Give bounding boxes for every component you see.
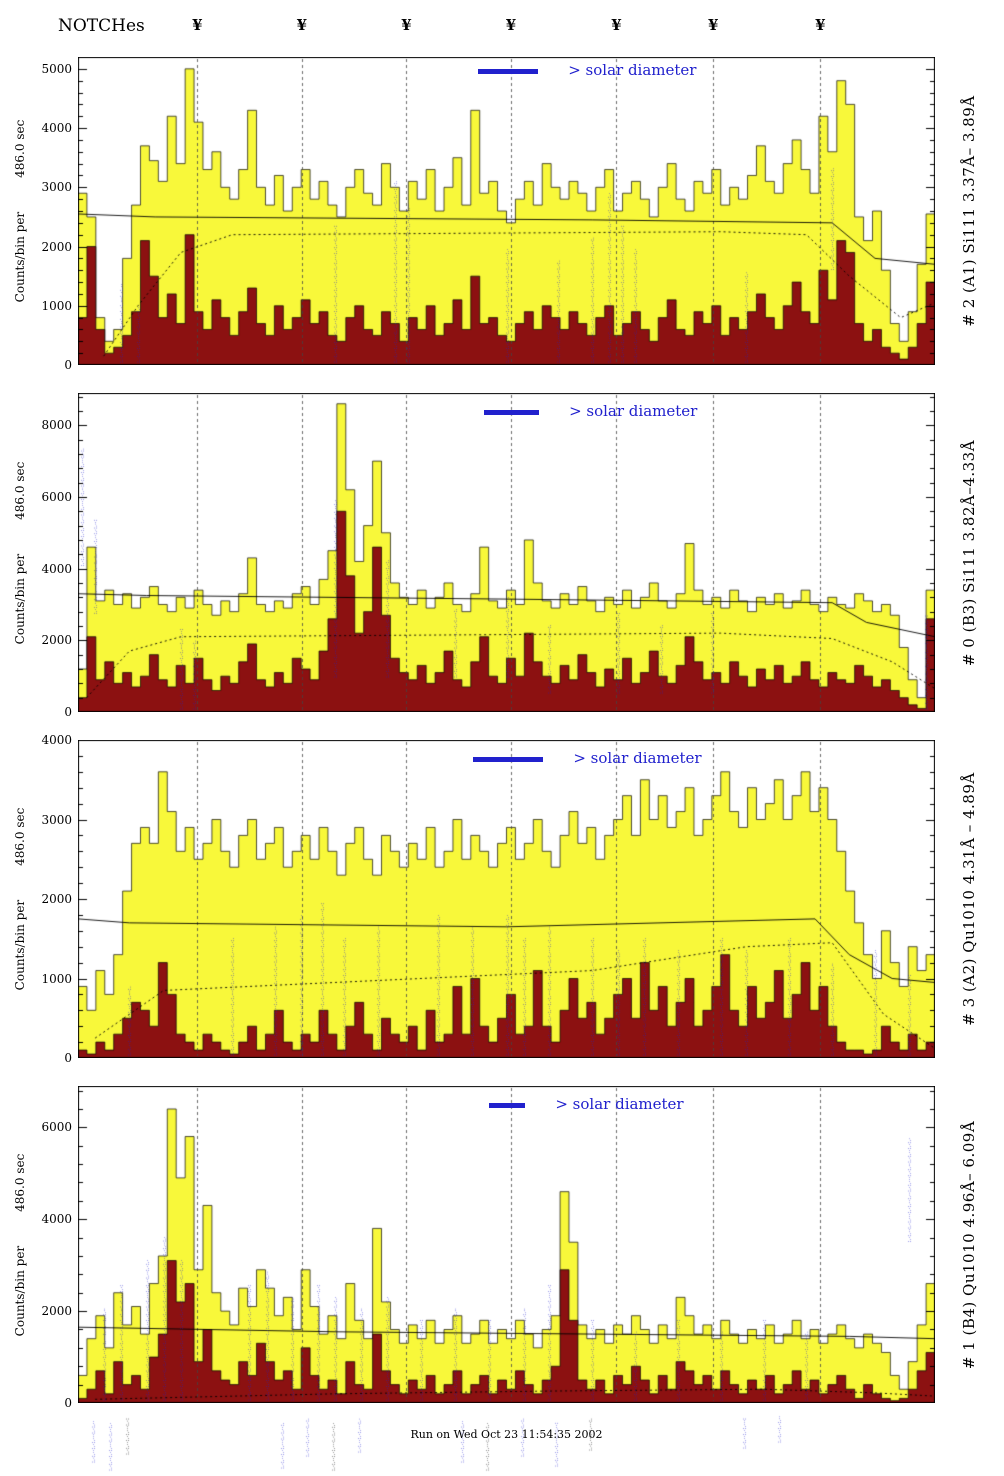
y-tick-label: 4000 — [41, 733, 72, 747]
notch-symbol: ¥ — [296, 16, 308, 34]
panel-right-label: # 2 (A1) Si111 3.37Å– 3.89Å — [960, 95, 978, 327]
below-axis-annotations — [78, 1405, 935, 1475]
y-tick-label: 0 — [64, 358, 72, 372]
y-tick-label: 3000 — [41, 180, 72, 195]
y-tick-label: 0 — [64, 1051, 72, 1065]
solar-diameter-bar — [473, 757, 544, 762]
panel-1-canvas — [78, 57, 935, 365]
solar-diameter-bar — [489, 1103, 526, 1108]
y-tick-label: 6000 — [41, 1120, 72, 1135]
notch-symbol: ¥ — [401, 16, 412, 34]
panel-right-label: # 0 (B3) Si111 3.82Å–4.33Å — [960, 439, 978, 666]
panel-3: Counts/bin per486.0 sec # 3 (A2) Qu1010 … — [0, 733, 1004, 1065]
y-tick-label: 1000 — [41, 971, 72, 986]
y-tick-label: 2000 — [41, 239, 72, 254]
y-tick-label: 4000 — [41, 1212, 72, 1227]
solar-diameter-label: > solar diameter — [568, 61, 697, 79]
notch-symbol: ¥ — [505, 16, 517, 34]
notches-header: NOTCHes ¥ ¥ ¥ ¥ ¥ ¥ ¥ — [0, 0, 1004, 52]
y-tick-label: 4000 — [41, 561, 72, 576]
y-axis-label: Counts/bin per486.0 sec — [13, 119, 27, 303]
y-tick-label: 2000 — [41, 892, 72, 906]
panel-right-label: # 3 (A2) Qu1010 4.31Å – 4.89Å — [960, 772, 978, 1026]
y-tick-label: 3000 — [41, 812, 72, 827]
y-tick-label: 2000 — [41, 1304, 72, 1319]
run-timestamp: Run on Wed Oct 23 11:54:35 2002 — [410, 1428, 603, 1441]
panel-right-label: # 1 (B4) Qu1010 4.96Å– 6.09Å — [960, 1120, 978, 1369]
panel-2: Counts/bin per486.0 sec # 0 (B3) Si111 3… — [0, 393, 1004, 719]
notch-symbol: ¥ — [611, 16, 622, 34]
notch-symbol: ¥ — [815, 16, 826, 34]
y-tick-label: 5000 — [41, 61, 72, 76]
panel-3-canvas — [78, 740, 935, 1058]
notch-symbol: ¥ — [708, 16, 719, 34]
y-tick-label: 1000 — [41, 298, 72, 313]
panel-4: Counts/bin per486.0 sec # 1 (B4) Qu1010 … — [0, 1086, 1004, 1410]
panel-1: Counts/bin per486.0 sec # 2 (A1) Si111 3… — [0, 57, 1004, 372]
panel-4-canvas — [78, 1086, 935, 1403]
solar-diameter-label: > solar diameter — [573, 749, 702, 767]
solar-diameter-bar — [478, 69, 539, 74]
y-tick-label: 8000 — [41, 418, 72, 433]
y-tick-label: 0 — [64, 705, 72, 719]
y-tick-label: 0 — [64, 1396, 72, 1410]
solar-diameter-label: > solar diameter — [555, 1095, 684, 1113]
solar-diameter-label: > solar diameter — [569, 402, 698, 420]
y-tick-label: 4000 — [41, 121, 72, 136]
panel-2-canvas — [78, 393, 935, 712]
notches-label: NOTCHes — [58, 16, 145, 36]
solar-diameter-bar — [484, 410, 540, 415]
y-tick-label: 6000 — [41, 489, 72, 504]
notch-symbol: ¥ — [192, 16, 203, 34]
y-tick-label: 2000 — [41, 633, 72, 648]
